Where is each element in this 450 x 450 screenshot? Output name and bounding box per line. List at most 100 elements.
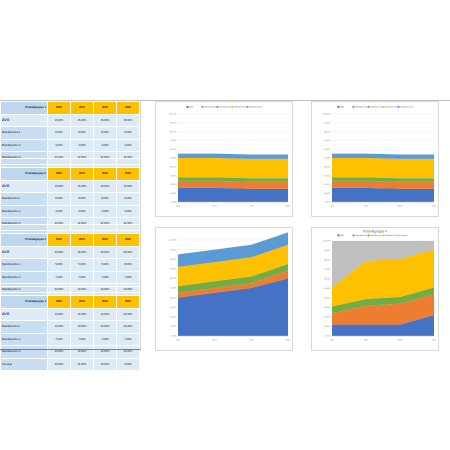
value-cell[interactable]: 16,00% <box>70 113 94 127</box>
row-label-cell[interactable]: Marktbereiche 2 <box>0 138 48 152</box>
value-cell[interactable]: 15,00% <box>116 113 140 127</box>
value-cell[interactable]: 49,00% <box>47 357 71 371</box>
value-cell[interactable]: 16,00% <box>47 113 71 127</box>
value-cell[interactable]: 12,00% <box>47 320 71 334</box>
row-label-cell[interactable]: Marktbereiche 1 <box>0 192 48 206</box>
row-label-cell[interactable]: Marktbereiche 1 <box>0 320 48 334</box>
chart-card-2[interactable]: AVG Marktbereiche 1 Marktbereiche 2 Marktbe… <box>311 101 439 217</box>
chart-card-3[interactable]: 100,00% 90,00% 80,00% 70,00% 60,00% 50,00% 40,… <box>155 227 293 351</box>
value-cell[interactable]: 20,00% <box>70 320 94 334</box>
year-header-cell[interactable]: 2023 <box>116 167 140 181</box>
value-cell[interactable]: 8,00% <box>70 126 94 140</box>
value-cell[interactable]: 4,00% <box>116 138 140 152</box>
value-cell[interactable]: 7,00% <box>70 332 94 346</box>
value-cell[interactable]: 4,00% <box>70 204 94 218</box>
value-cell[interactable]: 60,00% <box>116 245 140 259</box>
value-cell[interactable]: 22,00% <box>93 320 117 334</box>
value-cell[interactable]: 8,00% <box>116 192 140 206</box>
value-cell[interactable]: 22,00% <box>116 151 140 165</box>
value-cell[interactable]: 12,00% <box>93 307 117 321</box>
row-label-cell[interactable]: Marktbereiche 2 <box>0 332 48 346</box>
value-cell[interactable]: 7,00% <box>47 270 71 284</box>
value-cell[interactable]: 8,00% <box>70 192 94 206</box>
year-header-cell[interactable]: 2023 <box>116 101 140 115</box>
table-title-cell[interactable]: Produktgruppe 3 <box>0 233 48 247</box>
row-label-cell[interactable]: AVG <box>0 179 48 193</box>
row-label-cell[interactable]: Marktbereiche 1 <box>0 258 48 272</box>
value-cell[interactable]: 16,00% <box>47 179 71 193</box>
year-header-cell[interactable]: 2021 <box>70 295 94 309</box>
value-cell[interactable]: 7,00% <box>70 270 94 284</box>
row-label-cell[interactable]: Marktbereiche 2 <box>0 204 48 218</box>
value-cell[interactable]: 8,00% <box>47 192 71 206</box>
value-cell[interactable]: 7,00% <box>116 332 140 346</box>
value-cell[interactable]: 22,00% <box>93 217 117 231</box>
value-cell[interactable]: 4,00% <box>93 138 117 152</box>
value-cell[interactable]: 40,00% <box>93 345 117 359</box>
row-label-cell[interactable]: Marktbereiche 3 <box>0 345 48 359</box>
table-title-cell[interactable]: Produktgruppe 2 <box>0 167 48 181</box>
value-cell[interactable]: 5,00% <box>70 258 94 272</box>
row-label-cell[interactable]: Sonstige <box>0 357 48 371</box>
row-label-cell[interactable]: AVG <box>0 307 48 321</box>
value-cell[interactable]: 7,00% <box>93 270 117 284</box>
year-header-cell[interactable]: 2023 <box>116 295 140 309</box>
value-cell[interactable]: 45,00% <box>70 245 94 259</box>
value-cell[interactable]: 15,00% <box>93 113 117 127</box>
row-label-cell[interactable]: AVG <box>0 113 48 127</box>
value-cell[interactable]: 22,00% <box>70 217 94 231</box>
value-cell[interactable]: 5,00% <box>93 258 117 272</box>
value-cell[interactable]: 16,00% <box>70 179 94 193</box>
value-cell[interactable]: 8,00% <box>93 126 117 140</box>
year-header-cell[interactable]: 2023 <box>116 233 140 247</box>
value-cell[interactable]: 20,00% <box>47 345 71 359</box>
value-cell[interactable]: 21,00% <box>70 357 94 371</box>
chart-card-4[interactable]: Produktgruppe 4 AVG Marktbereiche 1 Marktbe… <box>311 227 439 351</box>
value-cell[interactable]: 8,00% <box>116 258 140 272</box>
value-cell[interactable]: 4,00% <box>47 138 71 152</box>
value-cell[interactable]: 22,00% <box>116 320 140 334</box>
row-label-cell[interactable]: AVG <box>0 245 48 259</box>
year-header-cell[interactable]: 2020 <box>47 295 71 309</box>
row-label-cell[interactable]: Marktbereiche 1 <box>0 126 48 140</box>
chart-card-1[interactable]: AVG Marktbereiche 1 Marktbereiche 2 Marktbe… <box>155 101 293 217</box>
value-cell[interactable]: 15,00% <box>93 179 117 193</box>
year-header-cell[interactable]: 2020 <box>47 101 71 115</box>
value-cell[interactable]: 22,00% <box>93 151 117 165</box>
value-cell[interactable]: 22,00% <box>47 151 71 165</box>
year-header-cell[interactable]: 2022 <box>93 167 117 181</box>
table-title-cell[interactable]: Produktgruppe 4 <box>0 295 48 309</box>
year-header-cell[interactable]: 2022 <box>93 101 117 115</box>
value-cell[interactable]: 19,00% <box>93 357 117 371</box>
value-cell[interactable]: 7,00% <box>116 270 140 284</box>
year-header-cell[interactable]: 2020 <box>47 233 71 247</box>
year-header-cell[interactable]: 2021 <box>70 101 94 115</box>
value-cell[interactable]: 40,00% <box>116 345 140 359</box>
value-cell[interactable]: 8,00% <box>116 126 140 140</box>
year-header-cell[interactable]: 2021 <box>70 233 94 247</box>
value-cell[interactable]: 22,00% <box>116 307 140 321</box>
value-cell[interactable]: 4,00% <box>47 204 71 218</box>
year-header-cell[interactable]: 2022 <box>93 233 117 247</box>
value-cell[interactable]: 15,00% <box>116 179 140 193</box>
value-cell[interactable]: 9,00% <box>116 357 140 371</box>
value-cell[interactable]: 4,00% <box>116 204 140 218</box>
value-cell[interactable]: 22,00% <box>47 217 71 231</box>
value-cell[interactable]: 4,00% <box>93 204 117 218</box>
year-header-cell[interactable]: 2022 <box>93 295 117 309</box>
value-cell[interactable]: 12,00% <box>70 307 94 321</box>
value-cell[interactable]: 8,00% <box>47 126 71 140</box>
value-cell[interactable]: 50,00% <box>93 245 117 259</box>
year-header-cell[interactable]: 2020 <box>47 167 71 181</box>
value-cell[interactable]: 7,00% <box>93 332 117 346</box>
row-label-cell[interactable]: Marktbereiche 3 <box>0 217 48 231</box>
table-title-cell[interactable]: Produktgruppe 1 <box>0 101 48 115</box>
value-cell[interactable]: 5,00% <box>47 258 71 272</box>
row-label-cell[interactable]: Marktbereiche 2 <box>0 270 48 284</box>
year-header-cell[interactable]: 2021 <box>70 167 94 181</box>
value-cell[interactable]: 4,00% <box>70 138 94 152</box>
value-cell[interactable]: 40,00% <box>70 345 94 359</box>
value-cell[interactable]: 40,00% <box>47 245 71 259</box>
value-cell[interactable]: 7,00% <box>47 332 71 346</box>
value-cell[interactable]: 12,00% <box>47 307 71 321</box>
